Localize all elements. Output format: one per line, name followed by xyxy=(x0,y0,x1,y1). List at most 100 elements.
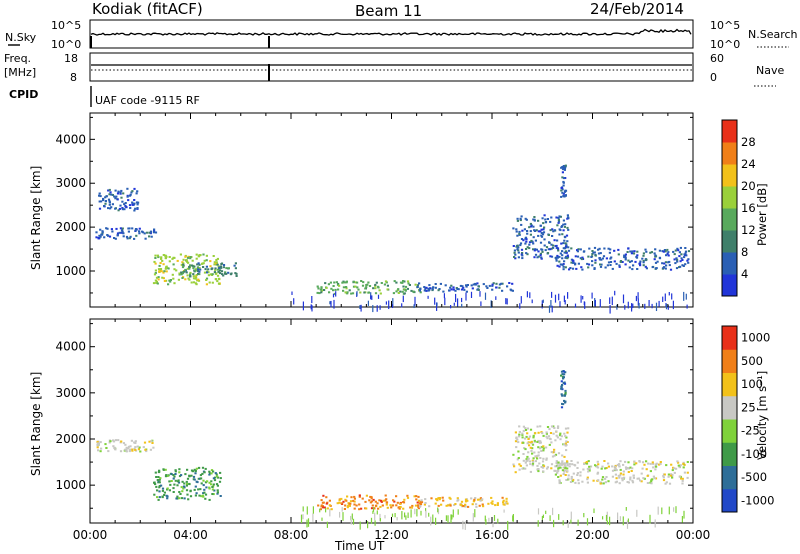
data-cell xyxy=(532,225,535,228)
data-cell xyxy=(435,517,437,525)
data-cell xyxy=(683,291,685,301)
data-cell xyxy=(548,443,551,446)
data-cell xyxy=(526,230,529,232)
y-tick-label: 3000 xyxy=(55,176,86,190)
data-cell xyxy=(552,507,554,516)
data-cell xyxy=(513,256,516,258)
data-cell xyxy=(635,462,638,465)
data-cell xyxy=(376,305,378,312)
data-cell xyxy=(120,440,123,443)
data-cell xyxy=(182,487,185,490)
data-cell xyxy=(205,259,208,262)
data-cell xyxy=(417,504,420,507)
data-cell xyxy=(193,478,196,481)
data-cell xyxy=(350,292,353,295)
data-cell xyxy=(119,204,122,207)
data-cell xyxy=(128,450,131,453)
data-cell xyxy=(554,465,557,468)
data-cell xyxy=(417,507,420,510)
data-cell xyxy=(217,277,221,280)
data-cell xyxy=(521,436,524,439)
data-cell xyxy=(122,192,125,195)
data-cell xyxy=(359,305,361,309)
data-cell xyxy=(634,260,637,263)
data-cell xyxy=(636,268,639,270)
data-cell xyxy=(524,217,527,220)
data-cell xyxy=(120,229,124,232)
data-cell xyxy=(407,512,409,519)
data-cell xyxy=(557,461,560,464)
data-cell xyxy=(567,249,571,252)
data-cell xyxy=(121,200,124,203)
data-cell xyxy=(681,259,684,261)
data-cell xyxy=(533,256,536,259)
data-cell xyxy=(222,266,225,269)
data-cell xyxy=(405,515,407,520)
data-cell xyxy=(529,222,532,225)
data-cell xyxy=(356,281,359,284)
data-cell xyxy=(607,247,610,250)
data-cell xyxy=(496,504,499,506)
data-cell xyxy=(559,432,562,435)
data-cell xyxy=(219,495,222,497)
data-cell xyxy=(534,239,537,242)
data-cell xyxy=(577,248,580,251)
data-cell xyxy=(425,289,428,292)
data-cell xyxy=(126,187,129,190)
data-cell xyxy=(537,230,540,233)
data-cell xyxy=(157,278,160,281)
data-cell xyxy=(558,233,561,236)
data-cell xyxy=(162,254,165,256)
data-cell xyxy=(671,293,673,300)
data-cell xyxy=(568,268,571,271)
data-cell xyxy=(342,289,345,292)
data-cell xyxy=(108,203,111,206)
data-cell xyxy=(563,247,567,250)
data-cell xyxy=(559,301,561,307)
data-cell xyxy=(666,248,669,251)
data-cell xyxy=(179,253,182,256)
data-cell xyxy=(521,433,524,436)
data-cell xyxy=(664,250,667,253)
data-cell xyxy=(158,469,161,472)
data-cell xyxy=(447,515,449,523)
data-cell xyxy=(413,495,416,498)
data-cell xyxy=(529,446,532,449)
data-cell xyxy=(392,298,394,307)
data-cell xyxy=(560,463,564,466)
data-cell xyxy=(322,494,325,497)
data-cell xyxy=(474,283,477,286)
data-cell xyxy=(96,444,99,447)
data-cell xyxy=(526,432,529,435)
data-cell xyxy=(338,499,341,502)
data-cell xyxy=(188,482,191,485)
data-cell xyxy=(472,283,475,286)
data-region xyxy=(317,494,422,511)
data-cell xyxy=(225,267,228,270)
data-cell xyxy=(215,483,219,486)
data-cell xyxy=(419,500,422,503)
data-cell xyxy=(605,514,608,522)
data-cell xyxy=(544,221,547,224)
data-cell xyxy=(517,457,520,459)
data-cell xyxy=(642,252,645,255)
data-cell xyxy=(99,195,102,198)
data-cell xyxy=(462,520,464,530)
data-cell xyxy=(102,197,105,200)
colorbar-segment xyxy=(722,419,737,443)
data-cell xyxy=(674,249,677,252)
data-cell xyxy=(586,481,589,484)
data-cell xyxy=(211,273,214,276)
data-cell xyxy=(302,514,304,520)
data-cell xyxy=(536,464,539,467)
data-cell xyxy=(559,229,562,232)
data-cell xyxy=(342,512,344,521)
velocity-ylabel: Slant Range [km] xyxy=(29,372,43,476)
data-cell xyxy=(235,272,238,275)
data-cell xyxy=(666,252,669,255)
data-cell xyxy=(549,432,553,434)
data-cell xyxy=(563,462,567,465)
data-cell xyxy=(641,467,644,470)
data-cell xyxy=(622,294,625,304)
data-cell xyxy=(379,505,382,508)
